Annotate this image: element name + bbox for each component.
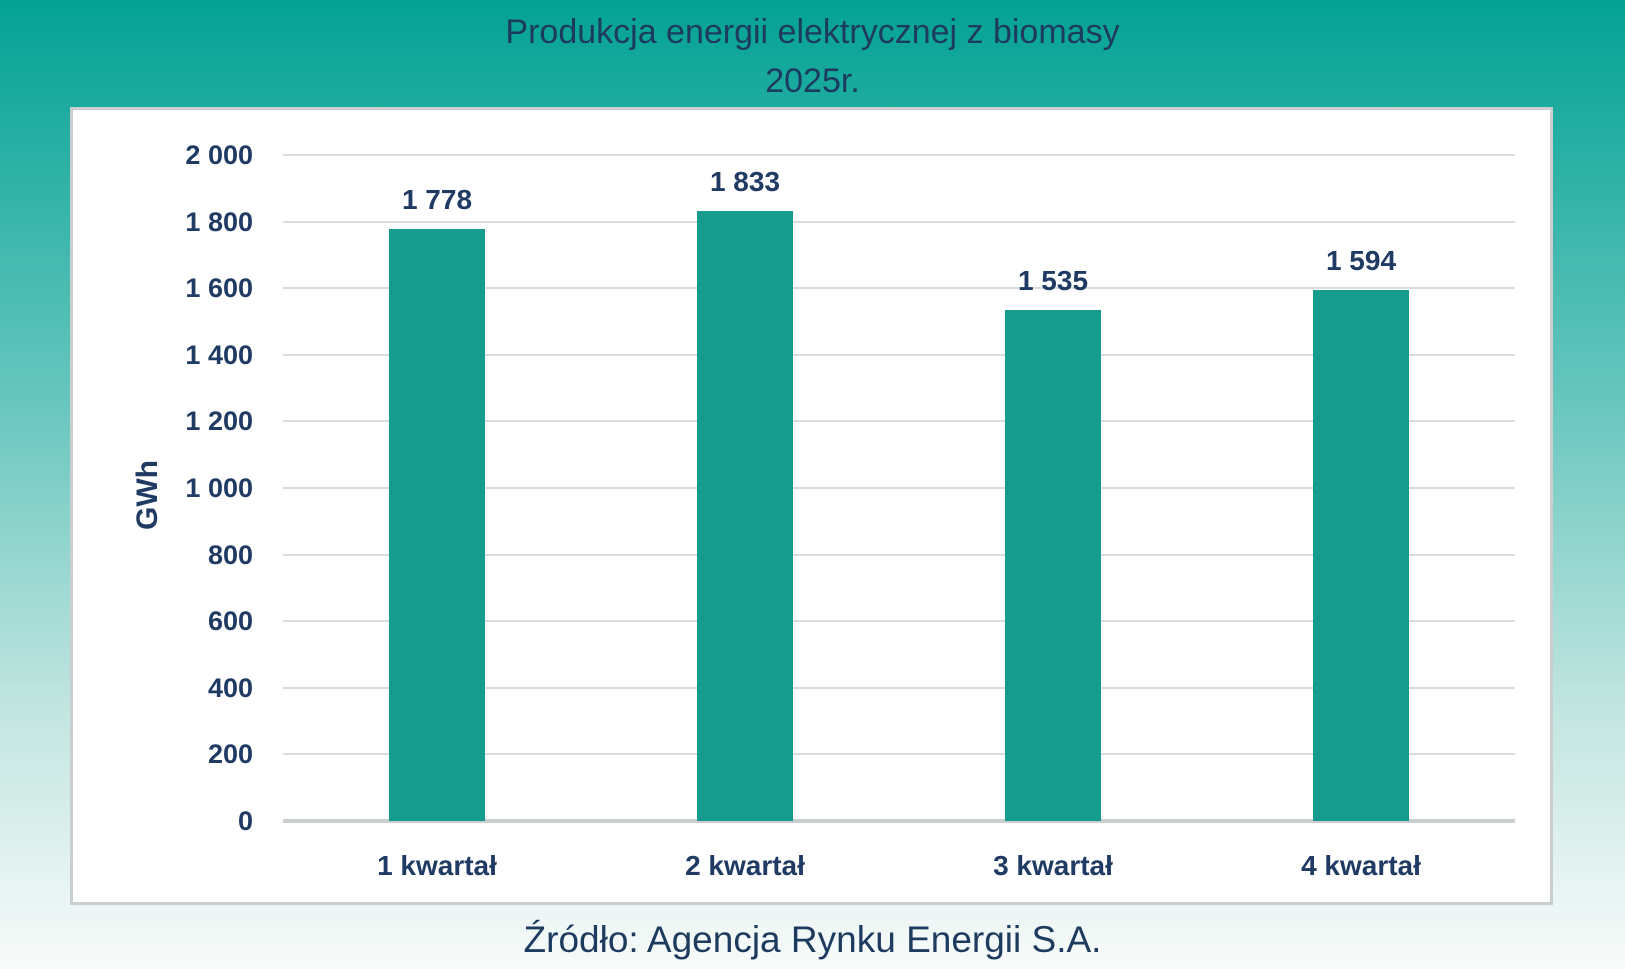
chart-title-line1: Produkcja energii elektrycznej z biomasy xyxy=(505,13,1120,51)
gridline xyxy=(283,353,1515,356)
chart-panel: GWh 0 200 400 600 800 1 000 1 200 1 400 1 600 1 8… xyxy=(70,107,1553,905)
y-tick-label: 200 xyxy=(207,739,253,770)
gridline xyxy=(283,553,1515,556)
bar-value-label: 1 594 xyxy=(1325,245,1397,277)
y-tick-label: 1 000 xyxy=(185,473,253,503)
gridline xyxy=(283,487,1515,489)
gridline xyxy=(283,686,1515,689)
y-tick-label: 1 800 xyxy=(185,206,253,237)
y-tick-label: 0 xyxy=(237,806,253,836)
gridline xyxy=(283,420,1515,423)
y-tick-label: 2 000 xyxy=(185,140,253,170)
y-tick-label: 1 400 xyxy=(185,339,253,370)
bar-2-kwartał xyxy=(697,210,793,821)
chart-title-line2: 2025r. xyxy=(765,62,860,100)
y-tick-label: 1 200 xyxy=(185,406,253,437)
bar-value-label: 1 535 xyxy=(1017,264,1089,296)
y-tick-label: 800 xyxy=(207,539,253,570)
x-axis-line xyxy=(283,819,1515,823)
source-caption: Źródło: Agencja Rynku Energii S.A. xyxy=(523,919,1102,960)
y-tick-label: 1 600 xyxy=(185,273,253,304)
gridline xyxy=(283,620,1515,623)
gridline xyxy=(283,753,1515,756)
plot-area xyxy=(283,154,1515,823)
bar-3-kwartał xyxy=(1005,309,1101,821)
bar-1-kwartał xyxy=(389,228,485,821)
y-tick-label: 400 xyxy=(207,672,253,703)
gridline xyxy=(283,154,1515,156)
x-category-label: 1 kwartał xyxy=(377,850,497,881)
bar-4-kwartał xyxy=(1313,290,1409,821)
gridline xyxy=(283,287,1515,290)
x-category-label: 3 kwartał xyxy=(993,850,1113,881)
x-category-label: 4 kwartał xyxy=(1301,850,1421,881)
chart-title: Produkcja energii elektrycznej z biomasy… xyxy=(0,8,1625,106)
bar-value-label: 1 778 xyxy=(401,183,473,215)
bar-value-label: 1 833 xyxy=(709,165,781,197)
gridline xyxy=(283,220,1515,223)
y-tick-label: 600 xyxy=(207,606,253,637)
x-category-label: 2 kwartał xyxy=(685,850,805,881)
